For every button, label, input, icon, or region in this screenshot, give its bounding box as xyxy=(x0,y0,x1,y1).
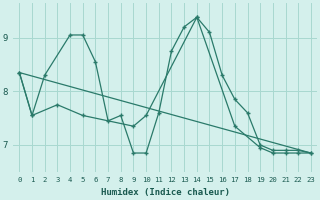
X-axis label: Humidex (Indice chaleur): Humidex (Indice chaleur) xyxy=(100,188,230,197)
